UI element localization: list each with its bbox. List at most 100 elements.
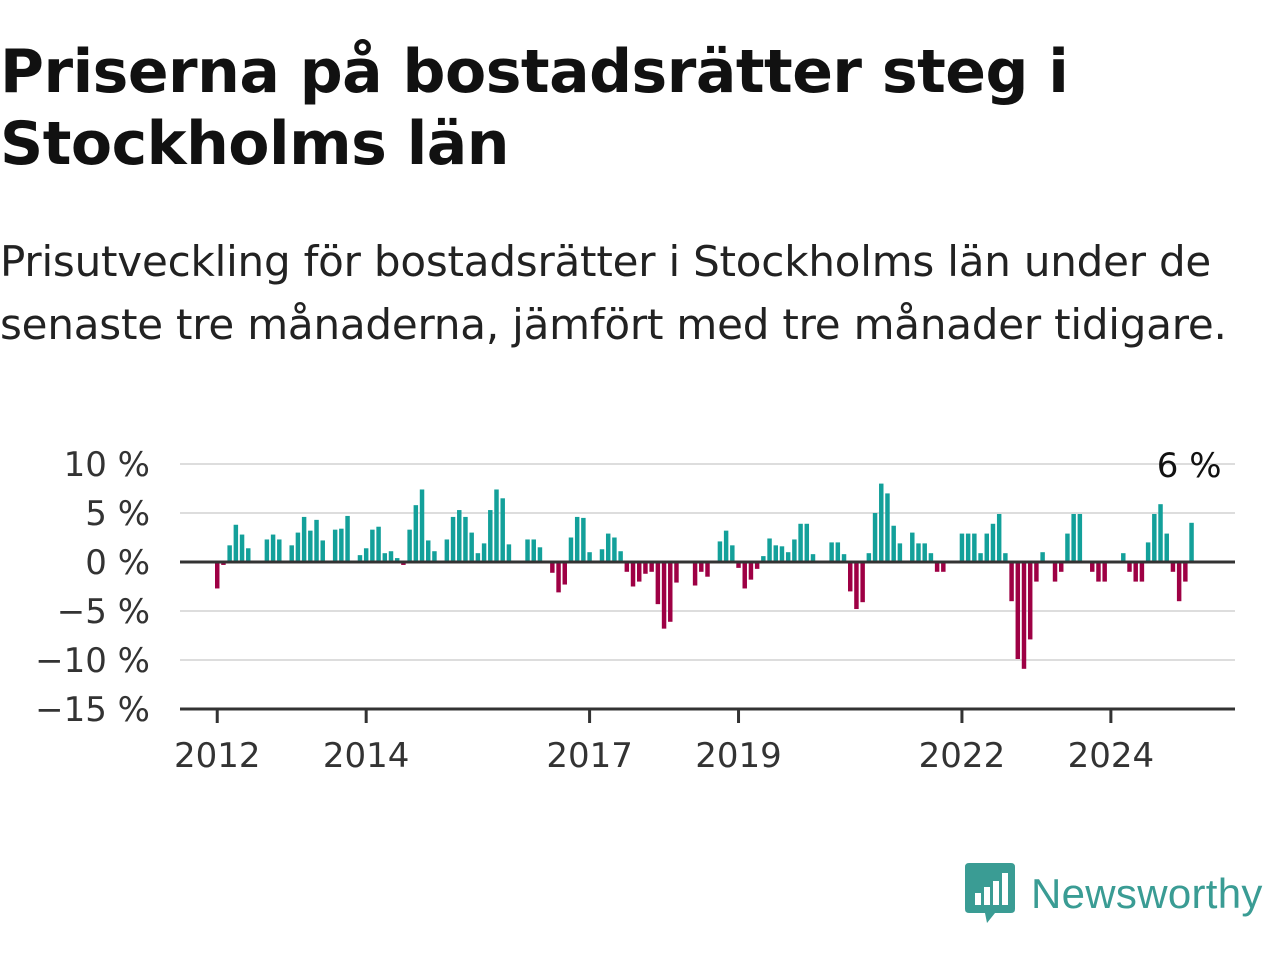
bar <box>668 562 673 622</box>
bar <box>879 483 884 562</box>
bar <box>810 554 816 562</box>
bars <box>215 483 1194 669</box>
bar <box>730 545 735 562</box>
bar <box>1021 562 1027 669</box>
bar <box>872 513 878 562</box>
bar <box>1176 562 1182 602</box>
bar <box>885 493 890 562</box>
bar <box>854 562 859 610</box>
bar <box>289 545 294 562</box>
bar <box>1009 562 1014 602</box>
bar <box>1096 562 1101 582</box>
bar <box>475 553 481 562</box>
bar <box>928 553 934 562</box>
bar <box>301 516 307 562</box>
bar <box>320 540 325 562</box>
bar <box>1034 562 1039 582</box>
bar <box>550 562 555 573</box>
bar <box>1152 513 1157 562</box>
bar <box>934 562 940 572</box>
y-tick-label: −5 % <box>57 592 150 632</box>
bar <box>1027 562 1033 640</box>
bar <box>314 519 319 562</box>
newsworthy-logo-icon <box>965 863 1015 923</box>
bar <box>581 517 586 562</box>
bar <box>457 510 462 562</box>
bar <box>1071 513 1076 562</box>
bar <box>494 489 499 562</box>
bar <box>308 530 313 562</box>
bar <box>531 539 536 562</box>
bar <box>419 489 425 562</box>
bar <box>246 548 251 562</box>
bar <box>587 552 592 562</box>
bar <box>1164 533 1169 562</box>
bar <box>295 532 301 562</box>
bar <box>829 542 834 562</box>
gridlines <box>180 463 1235 661</box>
bar <box>1189 522 1194 562</box>
bar-chart: 10 % 5 % 0 % −5 % −10 % −15 % 2012 2014 2017 2019… <box>35 445 1235 776</box>
bar <box>599 549 605 562</box>
bar <box>798 523 803 562</box>
bar <box>922 543 927 562</box>
bar <box>413 505 419 562</box>
bar <box>450 516 456 562</box>
bar <box>692 562 698 586</box>
bar <box>562 562 567 585</box>
bar <box>637 562 642 582</box>
bar <box>1077 513 1083 562</box>
bar <box>705 562 710 577</box>
bar <box>773 545 778 562</box>
bar <box>574 516 580 562</box>
x-tick-label: 2014 <box>323 736 410 776</box>
bar <box>233 524 239 562</box>
labels: 10 % 5 % 0 % −5 % −10 % −15 % 2012 2014 2017 2019… <box>35 445 1221 776</box>
bar <box>1059 562 1064 572</box>
bar <box>215 562 220 589</box>
bar <box>382 553 388 562</box>
latest-value-label: 6 % <box>1157 446 1222 486</box>
page-subtitle: Prisutveckling för bostadsrätter i Stock… <box>0 237 1227 349</box>
bar <box>978 553 983 562</box>
bar <box>841 554 847 562</box>
y-tick-label: −10 % <box>35 641 150 681</box>
bar <box>959 533 965 562</box>
bar <box>1040 552 1045 562</box>
bar <box>984 533 989 562</box>
bar <box>618 551 623 562</box>
x-tick-label: 2024 <box>1068 736 1155 776</box>
bar <box>779 546 785 562</box>
bar <box>1158 504 1163 562</box>
bar <box>376 526 381 562</box>
bar <box>1121 553 1126 562</box>
bar <box>370 529 375 562</box>
bar <box>1127 562 1132 572</box>
bar <box>748 562 754 580</box>
bar <box>649 562 654 572</box>
axes <box>180 560 1235 723</box>
bar <box>754 562 760 569</box>
brand-logo: Newsworthy <box>965 862 1263 926</box>
y-tick-label: 5 % <box>85 494 150 534</box>
bar <box>643 562 648 574</box>
bar <box>264 539 270 562</box>
bar <box>785 552 791 562</box>
bar <box>568 537 574 562</box>
bar <box>1183 562 1188 582</box>
x-tick-label: 2019 <box>695 736 782 776</box>
y-tick-label: 0 % <box>85 543 150 583</box>
bar <box>488 510 493 562</box>
bar <box>897 543 903 562</box>
bar <box>469 532 474 562</box>
bar <box>605 533 611 562</box>
y-tick-label: −15 % <box>35 690 150 730</box>
bar <box>916 543 921 562</box>
bar <box>1052 562 1058 582</box>
bar <box>891 525 896 562</box>
bar <box>500 498 505 562</box>
bar <box>723 530 729 562</box>
bar <box>357 555 363 562</box>
bar <box>463 516 468 562</box>
bar <box>481 543 487 562</box>
